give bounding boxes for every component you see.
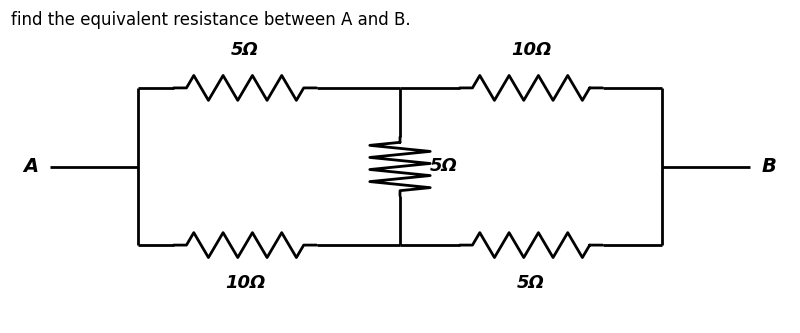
Text: 10Ω: 10Ω	[511, 41, 551, 59]
Text: 5Ω: 5Ω	[518, 274, 545, 292]
Text: A: A	[23, 157, 38, 176]
Text: 5Ω: 5Ω	[430, 158, 458, 175]
Text: find the equivalent resistance between A and B.: find the equivalent resistance between A…	[10, 11, 410, 29]
Text: 5Ω: 5Ω	[231, 41, 259, 59]
Text: B: B	[762, 157, 776, 176]
Text: 10Ω: 10Ω	[225, 274, 266, 292]
